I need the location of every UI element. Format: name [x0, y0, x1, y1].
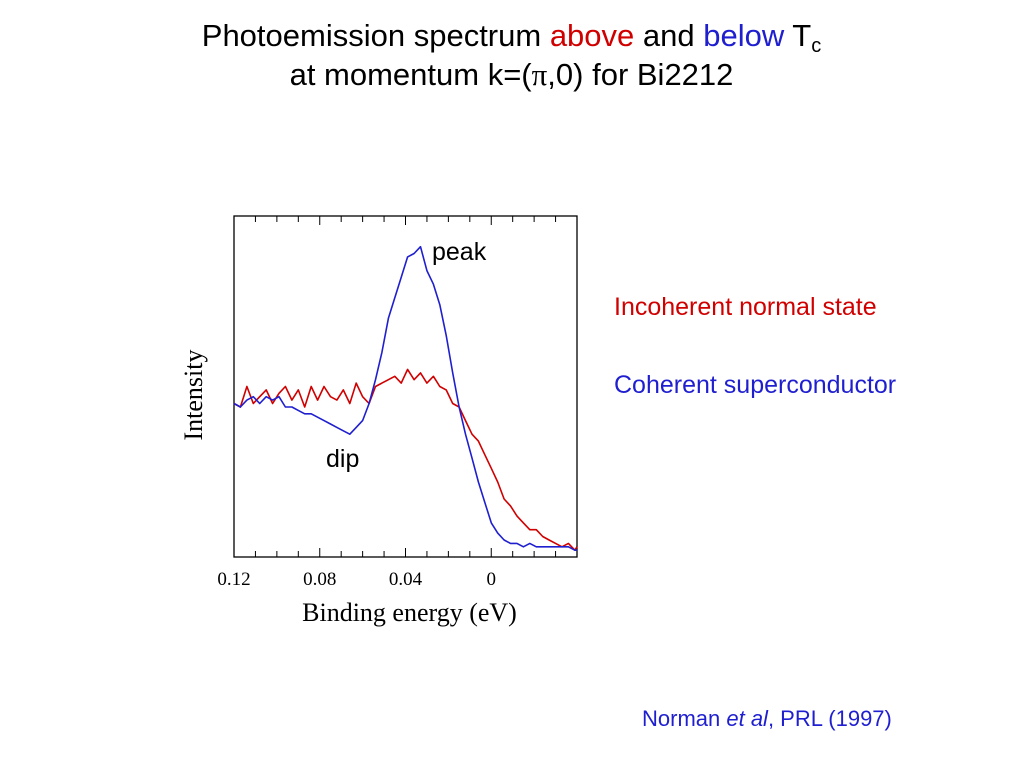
title-line-2: at momentum k=(π,0) for Bi2212	[0, 55, 1023, 94]
title-word-and: and	[634, 18, 704, 53]
citation-journal: , PRL (1997)	[767, 706, 892, 731]
title-word-below: below	[703, 18, 785, 53]
citation-author: Norman	[642, 706, 727, 731]
citation-et-al: et al	[726, 706, 768, 731]
title-t-symbol: T	[784, 18, 812, 53]
legend-normal-state: Incoherent normal state	[614, 293, 877, 321]
title-momentum-prefix: at momentum k=(	[289, 57, 532, 92]
title-text: Photoemission spectrum	[201, 18, 550, 53]
x-axis-label: Binding energy (eV)	[302, 598, 517, 627]
title-pi-symbol: π	[531, 57, 548, 92]
series-line-superconductor	[233, 245, 577, 551]
citation: Norman et al, PRL (1997)	[642, 706, 892, 732]
title-word-above: above	[549, 18, 635, 53]
title-line-1: Photoemission spectrum above and below T…	[0, 16, 1023, 57]
x-tick-label: 0.12	[217, 569, 250, 590]
title-t-subscript: c	[811, 35, 822, 57]
x-tick-label: 0	[487, 569, 497, 590]
legend-superconductor: Coherent superconductor	[614, 371, 897, 399]
annotation-dip: dip	[326, 445, 359, 473]
series-line-normal-state	[233, 368, 578, 551]
x-tick-label: 0.04	[389, 569, 423, 590]
slide-title: Photoemission spectrum above and below T…	[0, 16, 1023, 94]
title-momentum-suffix: ,0) for Bi2212	[547, 57, 734, 92]
y-axis-label: Intensity	[179, 350, 208, 441]
annotation-peak: peak	[432, 238, 487, 266]
x-tick-label: 0.08	[303, 569, 336, 590]
